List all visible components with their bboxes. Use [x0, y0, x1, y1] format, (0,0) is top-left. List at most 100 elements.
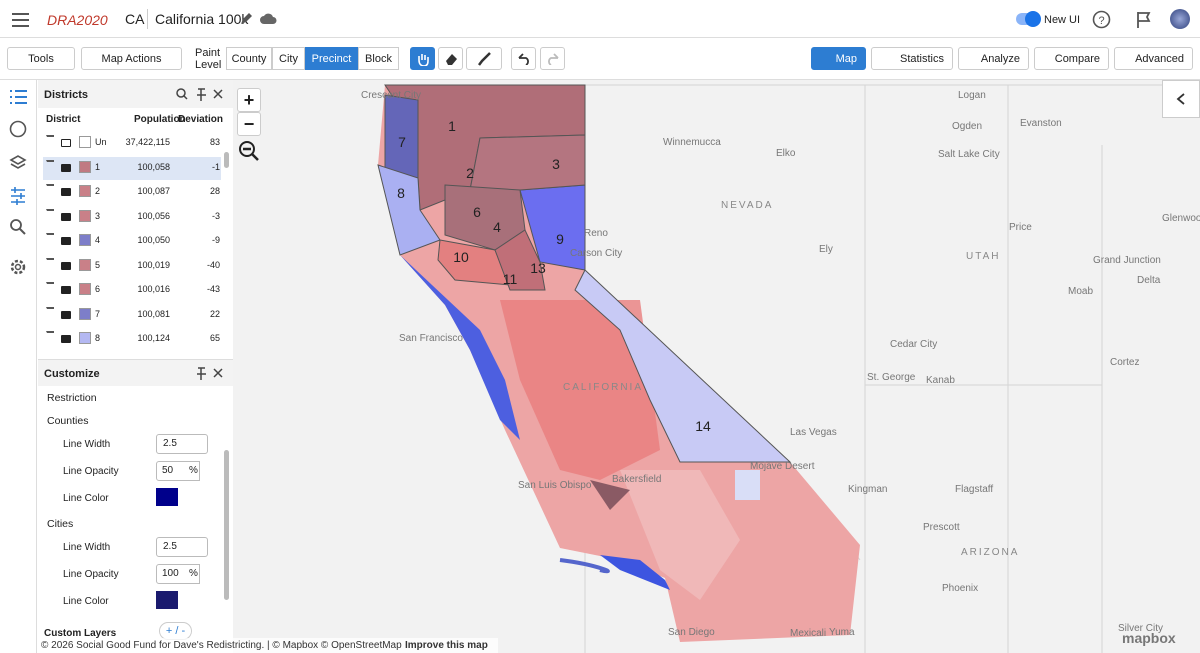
place-label: Elko [776, 148, 796, 159]
toggle[interactable] [1016, 11, 1041, 27]
pin-icon[interactable] [46, 184, 54, 196]
lock-icon[interactable] [61, 261, 71, 270]
scrollbar[interactable] [224, 450, 229, 600]
map-actions-button[interactable]: Map Actions [81, 47, 182, 70]
menu-icon[interactable] [12, 12, 30, 28]
rail-icons[interactable] [9, 88, 29, 278]
district-label: 7 [398, 134, 406, 150]
header [0, 0, 1200, 38]
place-label: Moab [1068, 286, 1094, 297]
district-id: 7 [95, 308, 101, 319]
district-deviation: 28 [209, 186, 220, 196]
pin-icon[interactable] [46, 331, 54, 343]
district-label: 6 [473, 204, 481, 220]
flag-icon[interactable] [1136, 11, 1152, 29]
line-opacity-input[interactable]: 50 [156, 461, 200, 481]
pin-icon[interactable] [46, 208, 54, 221]
panel-icons[interactable] [176, 88, 226, 101]
redo-button[interactable] [540, 47, 565, 70]
district-color[interactable] [79, 209, 91, 222]
lock-icon[interactable] [61, 237, 71, 245]
lock-icon[interactable] [61, 335, 71, 343]
left-rail [0, 80, 37, 653]
lock-icon[interactable] [61, 286, 71, 294]
undo-button[interactable] [511, 47, 536, 70]
improve-link[interactable]: Improve this map [405, 640, 488, 651]
zoom-out[interactable]: − [237, 112, 261, 136]
place-label: Prescott [923, 522, 960, 533]
district-color[interactable] [79, 185, 91, 197]
customize-panel [38, 360, 233, 640]
line-opacity-input[interactable]: 100 [156, 564, 200, 584]
view-button[interactable]: Map [811, 47, 866, 70]
district-color[interactable] [79, 136, 91, 148]
district-color[interactable] [79, 307, 91, 320]
place-label: Ely [819, 244, 833, 255]
customize-title: Customize [44, 368, 100, 380]
eraser-tool[interactable] [438, 47, 463, 70]
district-color[interactable] [79, 234, 91, 246]
lock-icon[interactable] [61, 188, 71, 196]
cities-label[interactable]: Cities [47, 518, 74, 530]
pin-icon[interactable] [46, 282, 54, 294]
line-opacity-label: Line Opacity [63, 569, 119, 580]
lock-icon[interactable] [61, 163, 71, 172]
pin-icon[interactable] [46, 159, 54, 172]
lock-icon[interactable] [61, 212, 71, 221]
district-label: 9 [556, 231, 564, 247]
pan-tool[interactable] [410, 47, 435, 70]
level-button[interactable]: County [226, 47, 272, 70]
view-button[interactable]: Statistics [871, 47, 953, 70]
place-label: Ogden [952, 121, 983, 132]
plan-name[interactable]: California 100k [155, 11, 249, 27]
district-id: 8 [95, 333, 101, 343]
restriction-label[interactable]: Restriction [47, 392, 97, 404]
line-width-select[interactable]: 2.5 [156, 537, 208, 557]
district-color[interactable] [79, 283, 91, 295]
line-opacity-unit: % [189, 465, 198, 476]
district-color[interactable] [79, 160, 91, 173]
zoom-in[interactable]: + [237, 88, 261, 112]
pin-icon[interactable] [46, 257, 54, 270]
line-color-swatch[interactable] [156, 488, 178, 506]
mapbox-logo[interactable]: mapbox [1122, 630, 1176, 646]
level-button[interactable]: Block [358, 47, 399, 70]
district-population: 100,050 [137, 235, 170, 245]
district-label: 14 [695, 418, 711, 434]
district-id: 1 [95, 161, 101, 172]
level-button[interactable]: City [272, 47, 305, 70]
view-button[interactable]: Advanced [1114, 47, 1193, 70]
line-color-swatch[interactable] [156, 591, 178, 609]
district-color[interactable] [79, 332, 91, 344]
line-color-label: Line Color [63, 596, 109, 607]
zoom-fit[interactable] [238, 140, 260, 162]
level-button[interactable]: Precinct [305, 47, 358, 70]
district-id: 6 [95, 284, 101, 294]
lock-icon[interactable] [61, 310, 71, 319]
avatar[interactable] [1170, 9, 1190, 29]
lock-icon[interactable] [61, 139, 71, 147]
line-width-select[interactable]: 2.5 [156, 434, 208, 454]
view-button[interactable]: Analyze [958, 47, 1029, 70]
logo[interactable]: DRA2020 [47, 12, 108, 28]
place-label: UTAH [966, 251, 1001, 262]
pin-icon[interactable] [46, 135, 54, 147]
map[interactable] [233, 80, 1200, 653]
divider [147, 9, 148, 29]
district-deviation: -1 [211, 161, 220, 172]
counties-label[interactable]: Counties [47, 415, 89, 427]
place-label: NEVADA [721, 200, 774, 211]
collapse-button[interactable] [1162, 80, 1200, 118]
help-icon[interactable]: ? [1092, 10, 1111, 29]
view-button[interactable]: Compare [1034, 47, 1109, 70]
pin-icon[interactable] [46, 306, 54, 319]
district-color[interactable] [79, 258, 91, 271]
tools-button[interactable]: Tools [7, 47, 75, 70]
add-remove-button[interactable]: + / - [159, 622, 192, 640]
edit-icon[interactable] [240, 13, 252, 25]
pin-icon[interactable] [46, 233, 54, 245]
scrollbar[interactable] [224, 152, 229, 168]
brush-tool[interactable] [466, 47, 502, 70]
state: CA [125, 11, 145, 27]
panel-icons[interactable] [196, 367, 226, 380]
